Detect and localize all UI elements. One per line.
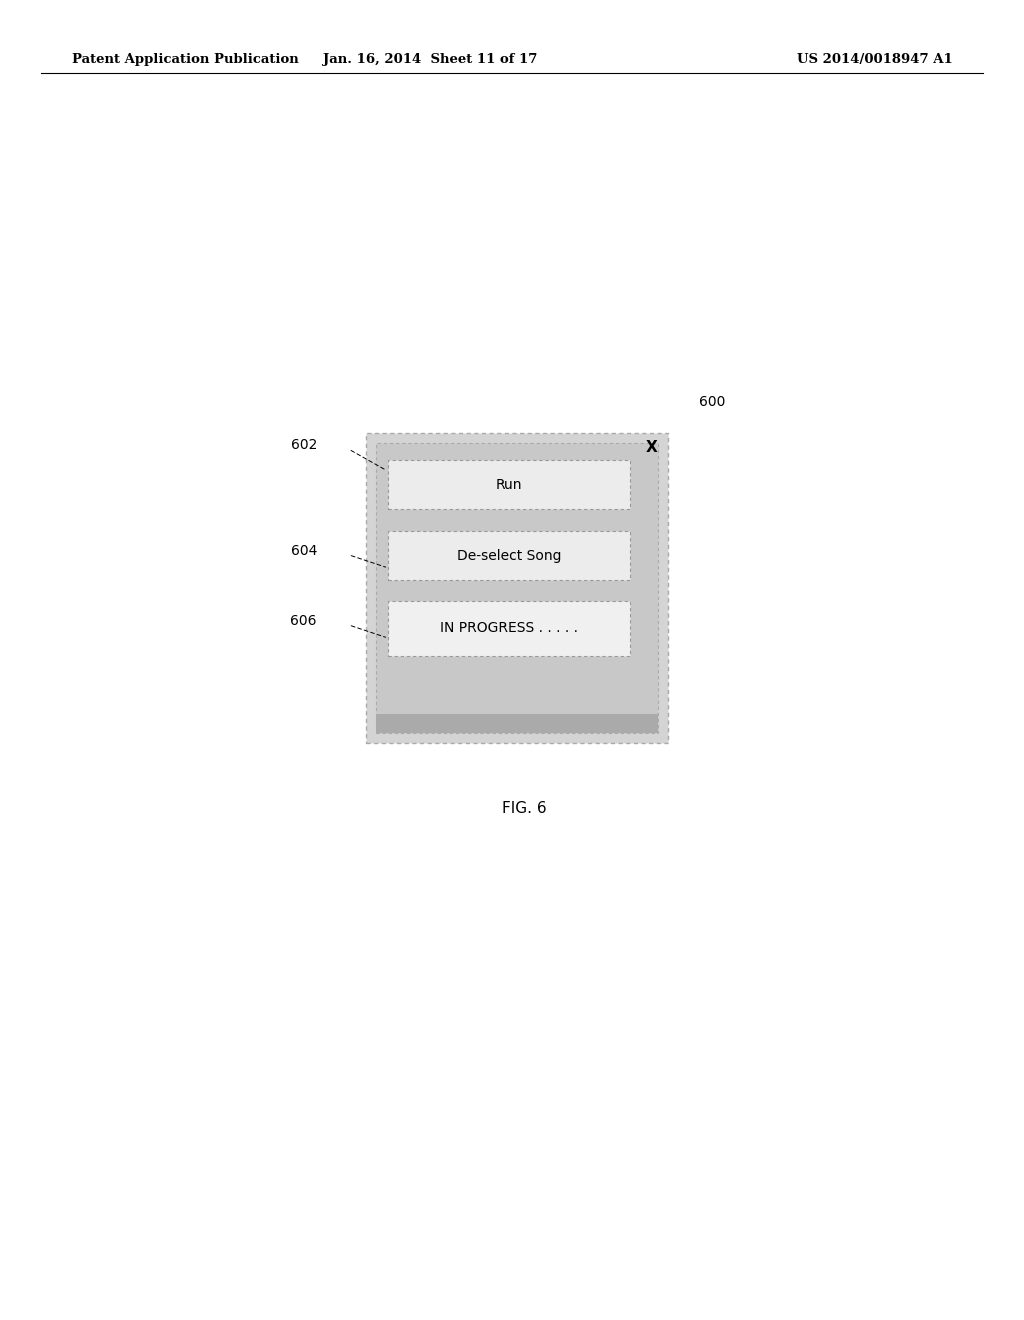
Text: 604: 604 bbox=[291, 544, 316, 558]
FancyBboxPatch shape bbox=[388, 532, 631, 581]
Text: 600: 600 bbox=[699, 395, 726, 409]
FancyBboxPatch shape bbox=[367, 433, 668, 743]
Text: Run: Run bbox=[496, 478, 522, 491]
Text: X: X bbox=[646, 440, 657, 454]
FancyBboxPatch shape bbox=[388, 461, 631, 510]
Text: FIG. 6: FIG. 6 bbox=[503, 801, 547, 816]
Text: 606: 606 bbox=[291, 614, 316, 628]
Text: IN PROGRESS . . . . .: IN PROGRESS . . . . . bbox=[440, 622, 579, 635]
Text: Jan. 16, 2014  Sheet 11 of 17: Jan. 16, 2014 Sheet 11 of 17 bbox=[323, 53, 538, 66]
Text: Patent Application Publication: Patent Application Publication bbox=[72, 53, 298, 66]
Bar bbox=[377, 714, 658, 733]
Text: 602: 602 bbox=[291, 438, 316, 451]
Text: De-select Song: De-select Song bbox=[457, 549, 561, 562]
FancyBboxPatch shape bbox=[377, 444, 658, 733]
Text: US 2014/0018947 A1: US 2014/0018947 A1 bbox=[797, 53, 952, 66]
FancyBboxPatch shape bbox=[388, 601, 631, 656]
